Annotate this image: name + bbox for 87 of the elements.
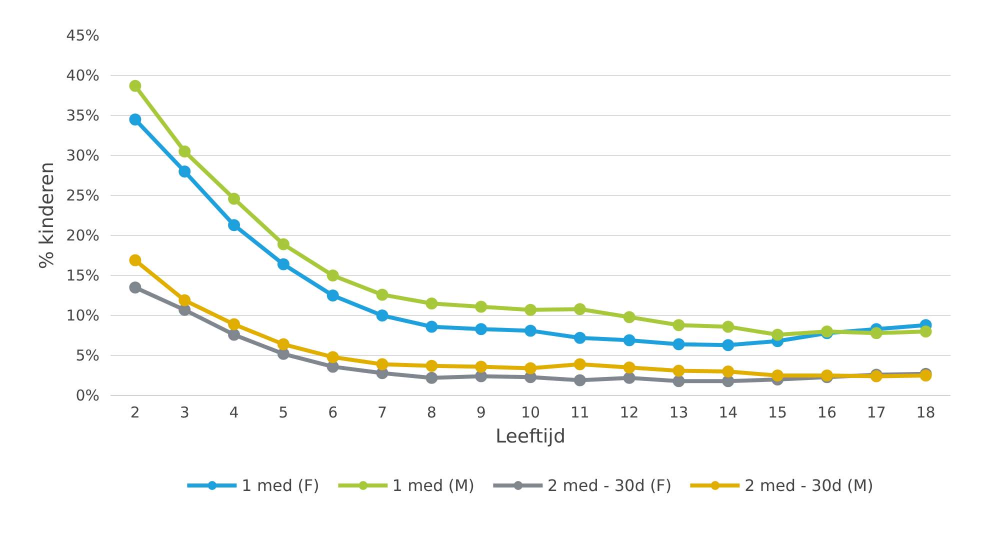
point — [475, 300, 488, 313]
point — [376, 310, 388, 322]
point — [475, 370, 488, 382]
point — [772, 370, 784, 382]
point — [623, 334, 636, 346]
point — [277, 238, 290, 250]
y-tick-label: 20% — [66, 226, 100, 244]
y-tick-label: 30% — [66, 146, 100, 164]
point — [672, 338, 685, 350]
point — [574, 303, 586, 316]
y-tick-label: 5% — [76, 346, 100, 364]
point — [376, 288, 388, 301]
point — [129, 114, 142, 126]
point — [178, 166, 191, 178]
point — [920, 326, 932, 338]
point — [129, 254, 142, 266]
y-tick-label: 40% — [66, 66, 100, 84]
point — [228, 192, 240, 205]
x-tick-label: 18 — [916, 404, 936, 422]
x-tick-label: 9 — [476, 404, 486, 422]
point — [426, 372, 438, 384]
point — [623, 362, 636, 374]
point — [129, 282, 142, 294]
point — [623, 372, 636, 384]
point — [376, 358, 388, 370]
x-tick-label: 4 — [229, 404, 239, 422]
x-tick-label: 13 — [669, 404, 688, 422]
point — [524, 324, 536, 337]
y-axis-title: % kinderen — [36, 162, 58, 270]
point — [326, 360, 339, 373]
point — [228, 328, 240, 341]
y-tick-label: 35% — [66, 106, 100, 124]
y-tick-label: 45% — [66, 26, 100, 44]
point — [277, 348, 290, 360]
legend-label: 2 med - 30d (F) — [548, 476, 672, 494]
legend-label: 1 med (F) — [242, 476, 320, 494]
legend-label: 2 med - 30d (M) — [744, 476, 874, 494]
y-tick-label: 0% — [76, 386, 100, 404]
point — [326, 290, 339, 302]
point — [178, 146, 191, 158]
point — [672, 319, 685, 332]
point — [326, 351, 339, 364]
x-tick-label: 16 — [817, 404, 837, 422]
x-tick-label: 5 — [278, 404, 288, 422]
point — [228, 318, 240, 330]
x-tick-label: 17 — [866, 404, 886, 422]
point — [772, 328, 784, 341]
point — [475, 360, 488, 373]
point — [870, 327, 882, 340]
x-tick-label: 6 — [328, 404, 338, 422]
point — [574, 332, 586, 344]
x-tick-label: 3 — [180, 404, 190, 422]
point — [228, 219, 240, 232]
point — [326, 270, 339, 282]
point — [178, 304, 191, 316]
point — [722, 366, 734, 378]
x-tick-label: 11 — [570, 404, 590, 422]
point — [574, 358, 586, 370]
y-tick-label: 15% — [66, 266, 100, 284]
point — [426, 298, 438, 310]
point — [574, 374, 586, 386]
point — [722, 320, 734, 333]
point — [722, 339, 734, 352]
point — [524, 362, 536, 374]
point — [426, 320, 438, 333]
point — [277, 338, 290, 350]
x-tick-label: 12 — [620, 404, 639, 422]
point — [178, 294, 191, 306]
point — [129, 80, 142, 92]
point — [426, 360, 438, 372]
point — [623, 311, 636, 324]
point — [524, 304, 536, 316]
x-tick-label: 10 — [520, 404, 540, 422]
x-axis-title: Leeftijd — [495, 426, 566, 448]
x-tick-label: 15 — [768, 404, 788, 422]
legend-label: 1 med (M) — [392, 476, 475, 494]
y-tick-label: 10% — [66, 306, 100, 324]
x-tick-label: 7 — [377, 404, 388, 422]
x-tick-label: 14 — [718, 404, 738, 422]
x-tick-label: 8 — [426, 404, 436, 422]
point — [672, 375, 685, 388]
point — [722, 375, 734, 388]
point — [277, 258, 290, 270]
x-tick-label: 2 — [130, 404, 140, 422]
point — [672, 364, 685, 377]
point — [475, 323, 488, 336]
y-tick-label: 25% — [66, 186, 100, 204]
